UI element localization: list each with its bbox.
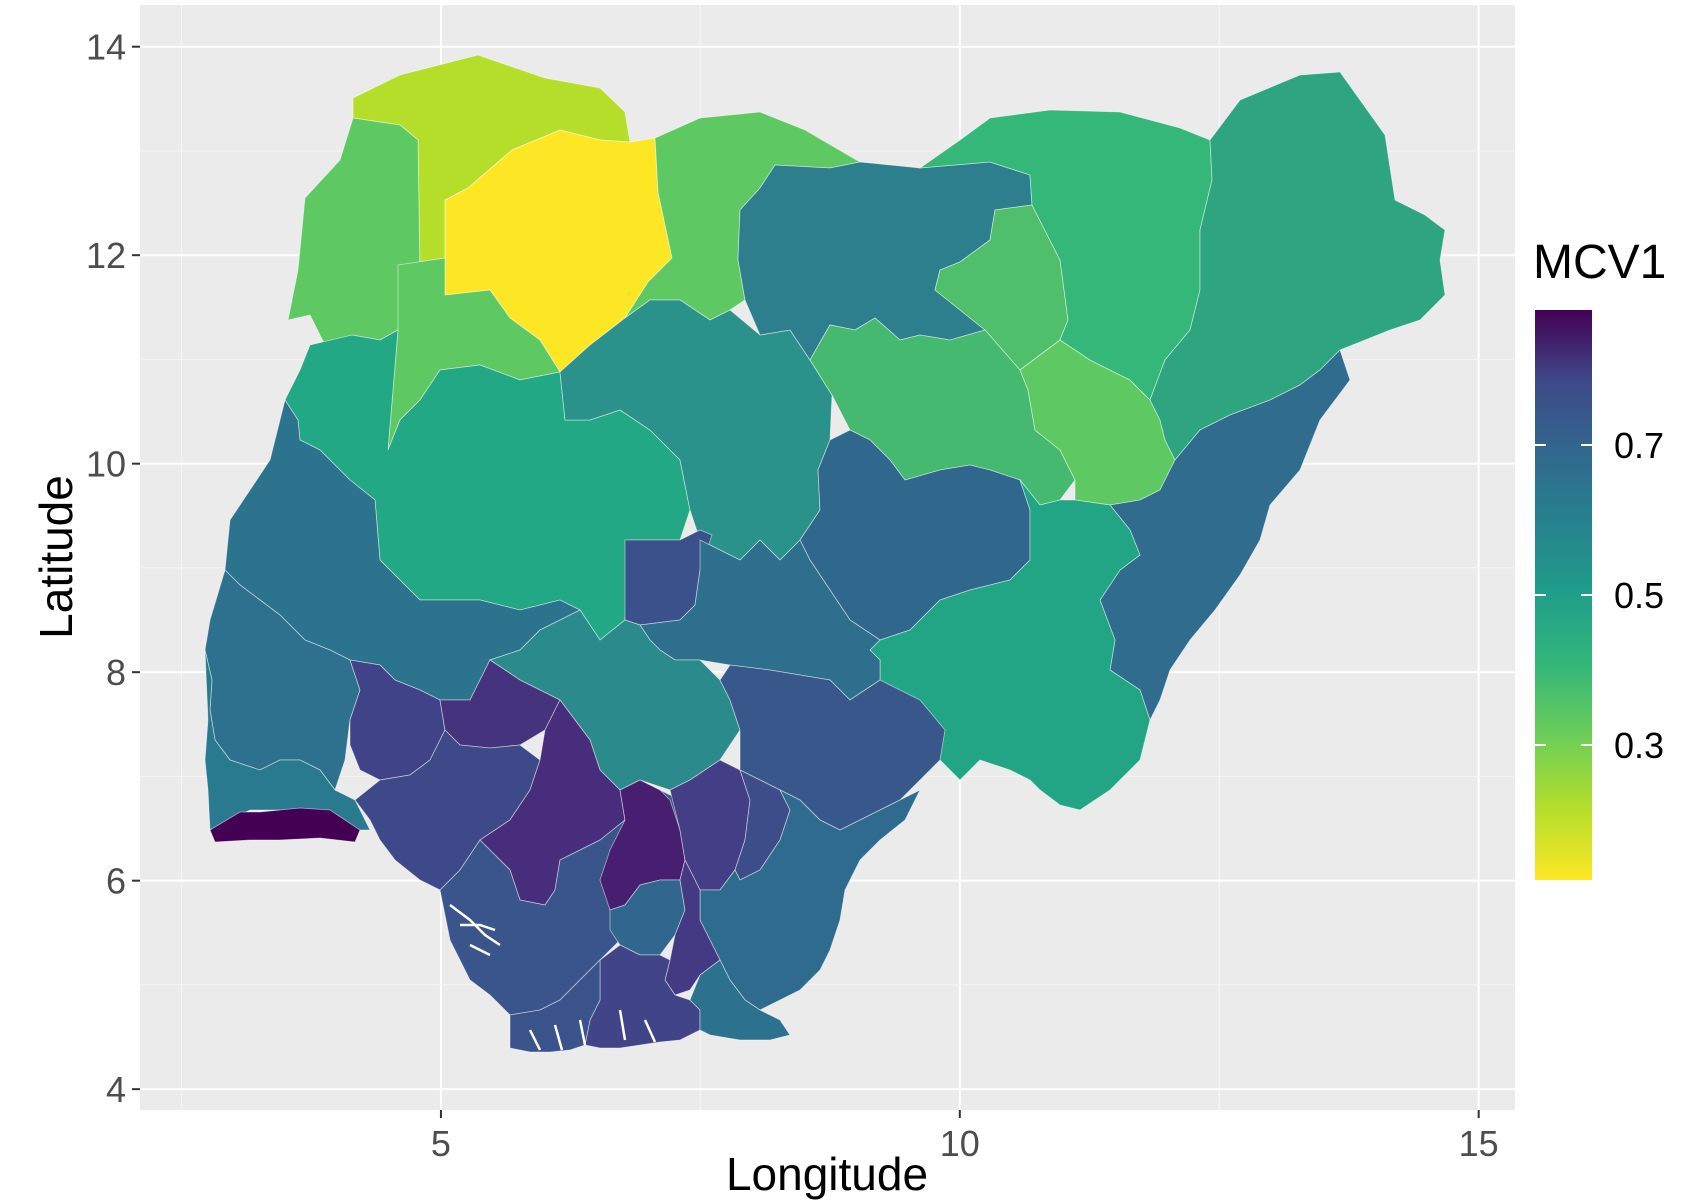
x-tick-label: 10 xyxy=(940,1123,980,1164)
legend: MCV1 0.3 0.5 0.7 xyxy=(1533,236,1666,880)
region-lagos xyxy=(209,807,361,843)
axes: 5 10 15 4 6 8 10 12 14 xyxy=(86,27,1499,1164)
region-akwa-ibom xyxy=(689,959,791,1041)
y-tick-label: 6 xyxy=(106,861,126,902)
y-tick-label: 14 xyxy=(86,27,126,68)
y-tick-label: 12 xyxy=(86,235,126,276)
y-tick-label: 10 xyxy=(86,444,126,485)
legend-title: MCV1 xyxy=(1533,236,1666,289)
region-cross-river xyxy=(699,789,921,1011)
legend-tick-label: 0.3 xyxy=(1614,725,1664,766)
y-axis-title: Latitude xyxy=(30,475,82,639)
y-tick-label: 8 xyxy=(106,652,126,693)
river-delta-creeks xyxy=(449,904,657,1051)
legend-tick-label: 0.7 xyxy=(1614,425,1664,466)
x-axis-title: Longitude xyxy=(726,1148,928,1200)
region-abia xyxy=(664,858,721,996)
map-regions xyxy=(204,54,1446,1053)
region-bayelsa xyxy=(509,959,601,1053)
x-tick-label: 15 xyxy=(1459,1123,1499,1164)
y-tick-label: 4 xyxy=(106,1069,126,1110)
region-ogun xyxy=(204,649,371,831)
x-tick-label: 5 xyxy=(431,1123,451,1164)
legend-ticks: 0.3 0.5 0.7 xyxy=(1535,425,1664,766)
legend-tick-label: 0.5 xyxy=(1614,575,1664,616)
